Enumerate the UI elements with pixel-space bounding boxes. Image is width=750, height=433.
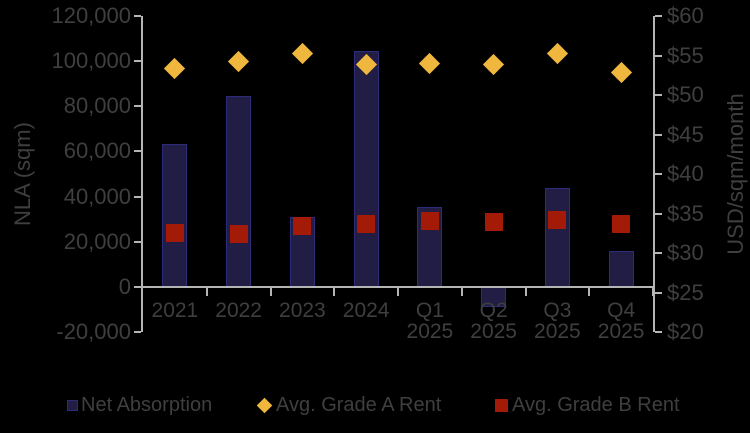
left-axis-tick xyxy=(134,150,141,153)
x-axis-label-6: 2025 xyxy=(534,320,581,343)
legend-item-grade-b-rent: Avg. Grade B Rent xyxy=(495,395,680,415)
grade-b-square-icon xyxy=(420,212,439,231)
right-axis-tick xyxy=(655,173,662,175)
left-axis-tick xyxy=(134,15,141,17)
left-axis-tick-label: 20,000 xyxy=(63,228,131,254)
x-axis-line xyxy=(141,285,655,288)
x-axis-label-5: 2025 xyxy=(470,320,517,343)
x-axis-tick xyxy=(588,287,591,296)
right-axis-tick xyxy=(655,94,662,96)
legend-label-grade-b-rent: Avg. Grade B Rent xyxy=(512,394,680,416)
legend-item-net-absorption: Net Absorption xyxy=(67,395,212,415)
legend-label-grade-a-rent: Avg. Grade A Rent xyxy=(276,394,442,416)
right-axis-tick xyxy=(655,133,662,136)
right-axis-tick xyxy=(655,212,662,215)
grade-b-square-icon xyxy=(548,210,567,229)
x-axis-tick xyxy=(524,287,527,296)
x-axis-label-2: 2023 xyxy=(279,299,326,322)
x-axis-label-1: 2022 xyxy=(215,299,262,322)
right-axis-tick-label: $35 xyxy=(667,200,704,226)
grade-a-diamond-icon xyxy=(256,397,273,413)
left-axis-tick-label: 80,000 xyxy=(63,93,131,119)
grade-b-square-icon xyxy=(612,214,631,233)
left-axis-tick-label: -20,000 xyxy=(56,319,131,344)
left-axis-tick xyxy=(134,60,141,63)
x-axis-tick xyxy=(269,287,272,296)
x-axis-label-7: 2025 xyxy=(597,320,645,343)
right-axis-tick xyxy=(655,252,662,254)
legend-label-net-absorption: Net Absorption xyxy=(81,394,213,416)
right-axis-line xyxy=(653,16,655,332)
right-axis-tick-label: $20 xyxy=(667,319,704,344)
right-axis-tick xyxy=(655,331,662,333)
bar-net-absorption-1 xyxy=(226,96,252,287)
left-axis-tick-label: 0 xyxy=(118,273,131,299)
x-axis-label-4: 2025 xyxy=(406,320,454,343)
x-axis-tick xyxy=(333,287,336,296)
right-axis-tick-label: $30 xyxy=(667,240,704,265)
right-axis-tick-label: $40 xyxy=(667,161,704,186)
left-axis-tick xyxy=(134,195,141,198)
left-axis-tick xyxy=(134,331,141,333)
left-axis-tick xyxy=(134,240,141,243)
x-axis-label-4: Q1 xyxy=(415,299,444,322)
grade-b-square-icon xyxy=(165,224,184,243)
right-axis-tick xyxy=(655,15,662,17)
grade-b-square-icon xyxy=(484,213,503,232)
bar-net-absorption-6 xyxy=(544,187,570,287)
x-axis-tick xyxy=(460,287,463,296)
bar-net-absorption-3 xyxy=(353,50,379,287)
left-axis-tick-label: 60,000 xyxy=(63,138,131,164)
x-axis-label-7: Q4 xyxy=(607,299,636,322)
left-axis-tick-label: 40,000 xyxy=(63,183,131,209)
x-axis-label-0: 2021 xyxy=(151,299,199,322)
left-axis-tick xyxy=(134,105,141,108)
legend-item-grade-a-rent: Avg. Grade A Rent xyxy=(256,394,442,416)
right-axis-tick-label: $50 xyxy=(667,82,704,107)
x-axis-tick xyxy=(397,287,399,296)
left-axis-tick-label: 120,000 xyxy=(51,3,131,28)
right-axis-tick xyxy=(655,54,662,57)
left-axis-tick-label: 100,000 xyxy=(51,48,131,74)
grade-b-square-icon xyxy=(293,217,312,236)
right-axis-tick xyxy=(655,291,662,294)
grade-b-square-icon xyxy=(357,214,376,233)
x-axis-tick xyxy=(652,287,654,296)
x-axis-label-3: 2024 xyxy=(342,299,390,322)
right-axis-tick-label: $45 xyxy=(667,121,704,147)
left-axis-tick xyxy=(134,285,141,288)
bar-net-absorption-7 xyxy=(608,250,634,287)
right-axis-tick-label: $55 xyxy=(667,42,704,68)
right-axis-tick-label: $60 xyxy=(667,3,704,28)
net-absorption-square-icon xyxy=(67,399,78,411)
grade-b-square-icon xyxy=(229,225,248,244)
x-axis-label-6: Q3 xyxy=(543,299,572,322)
x-axis-tick xyxy=(205,287,208,296)
grade-b-square-icon xyxy=(495,398,508,412)
right-axis-tick-label: $25 xyxy=(667,279,704,305)
bar-net-absorption-0 xyxy=(162,143,188,287)
left-axis-line xyxy=(141,16,143,332)
x-axis-label-5: Q2 xyxy=(479,299,508,322)
